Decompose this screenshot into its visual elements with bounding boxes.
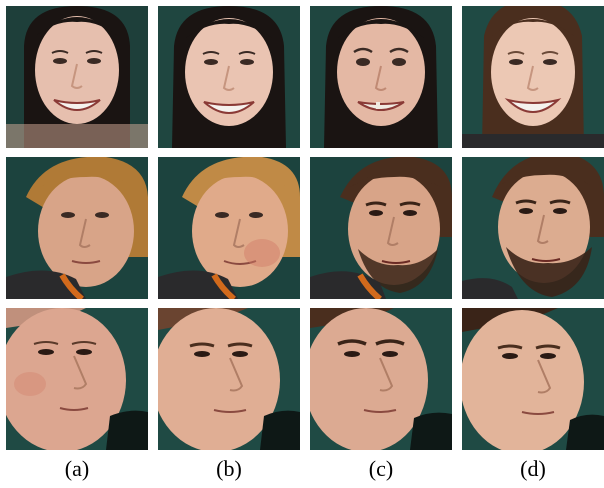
caption-a: (a) — [64, 456, 90, 481]
face-photo-blond-man-a — [6, 157, 148, 299]
caption-c: (c) — [368, 456, 394, 481]
face-image-row1-b — [158, 6, 300, 148]
face-photo-blond-man-b — [158, 157, 300, 299]
face-photo-short-hair-man-a — [6, 308, 148, 450]
face-photo-short-hair-man-c — [310, 308, 452, 450]
face-photo-woman-d — [462, 6, 604, 148]
face-photo-short-hair-man-b — [158, 308, 300, 450]
face-image-row1-d — [462, 6, 604, 148]
caption-d: (d) — [520, 456, 546, 481]
face-image-row2-c — [310, 157, 452, 299]
face-image-row2-d — [462, 157, 604, 299]
face-image-row3-b — [158, 308, 300, 450]
face-photo-woman-b — [158, 6, 300, 148]
face-image-row2-a — [6, 157, 148, 299]
face-image-row3-c — [310, 308, 452, 450]
caption-b: (b) — [216, 456, 242, 481]
face-photo-woman-c — [310, 6, 452, 148]
face-image-row2-b — [158, 157, 300, 299]
face-image-row3-d — [462, 308, 604, 450]
face-image-row1-a — [6, 6, 148, 148]
face-image-row3-a — [6, 308, 148, 450]
face-photo-short-hair-man-d — [462, 308, 604, 450]
face-image-row1-c — [310, 6, 452, 148]
face-photo-bearded-man-d — [462, 157, 604, 299]
face-photo-woman-a — [6, 6, 148, 148]
face-photo-bearded-man-c — [310, 157, 452, 299]
